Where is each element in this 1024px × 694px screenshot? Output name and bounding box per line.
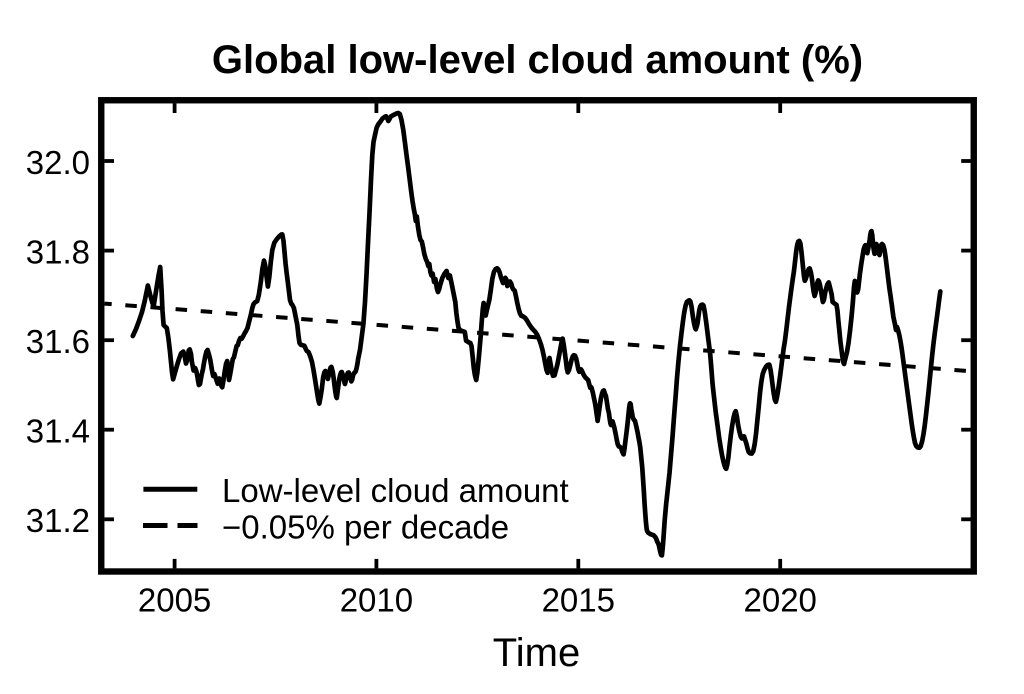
svg-text:Low-level cloud amount: Low-level cloud amount bbox=[222, 472, 569, 509]
svg-text:2015: 2015 bbox=[542, 582, 615, 619]
svg-text:2005: 2005 bbox=[138, 582, 211, 619]
svg-text:2020: 2020 bbox=[743, 582, 816, 619]
svg-text:−0.05% per decade: −0.05% per decade bbox=[222, 508, 509, 545]
svg-text:31.2: 31.2 bbox=[26, 502, 90, 539]
svg-text:2010: 2010 bbox=[340, 582, 413, 619]
svg-text:31.8: 31.8 bbox=[26, 233, 90, 270]
svg-text:Time: Time bbox=[493, 631, 580, 675]
svg-text:Global low-level cloud amount: Global low-level cloud amount (%) bbox=[212, 38, 863, 82]
svg-text:31.6: 31.6 bbox=[26, 323, 90, 360]
svg-text:31.4: 31.4 bbox=[26, 413, 90, 450]
svg-text:32.0: 32.0 bbox=[26, 144, 90, 181]
